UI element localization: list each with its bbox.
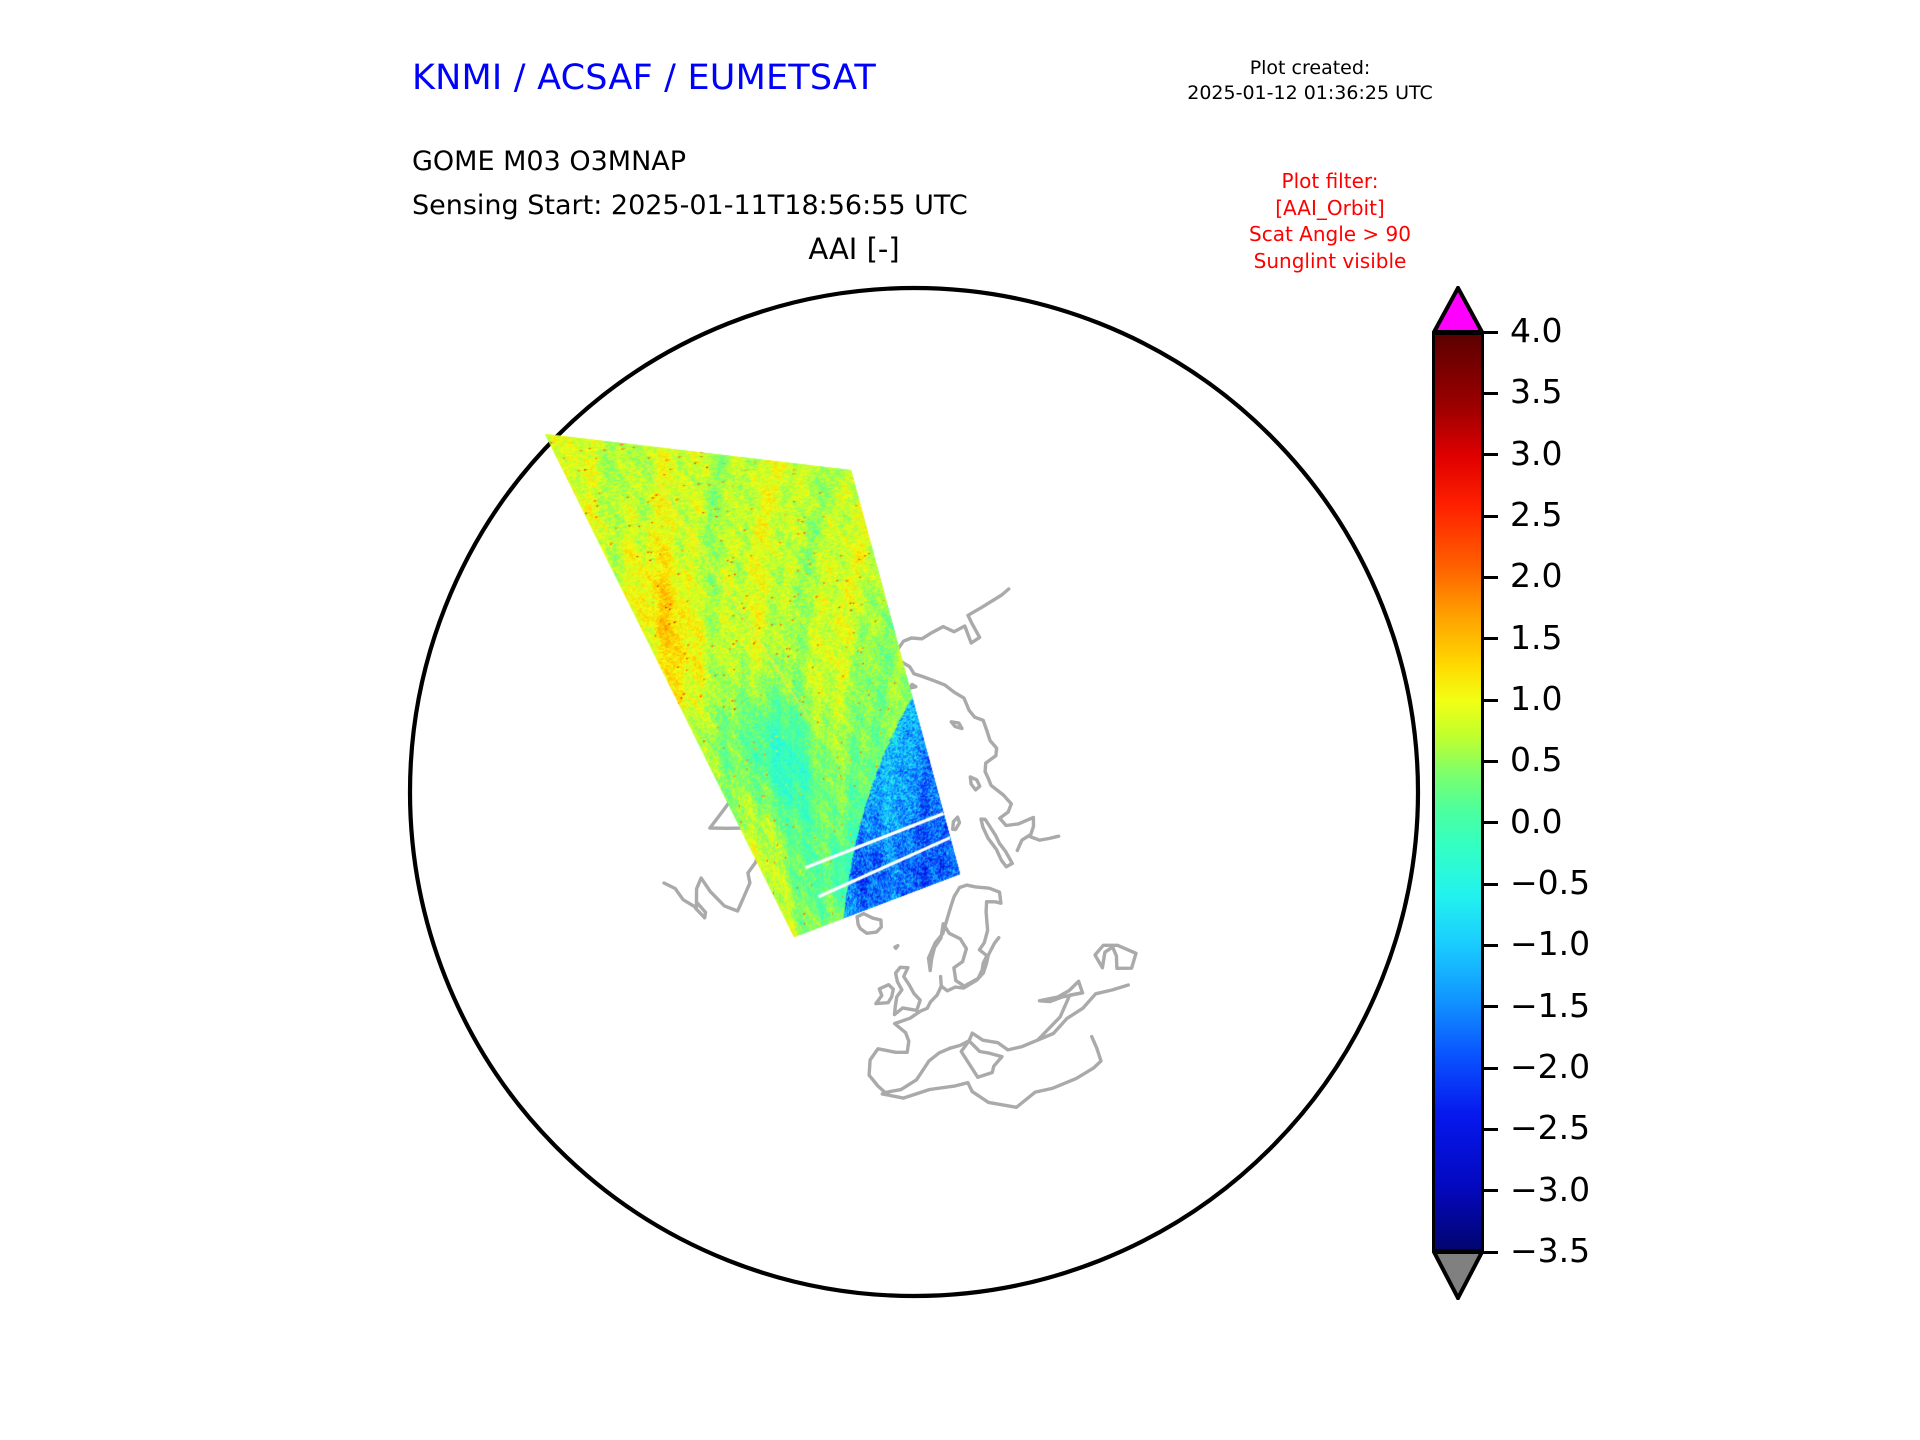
colorbar-tick-label: −2.5 (1510, 1108, 1591, 1148)
colorbar-tick-label: 0.0 (1510, 801, 1563, 841)
polar-map (404, 282, 1424, 1302)
colorbar-tick (1481, 453, 1498, 457)
colorbar-tick-label: −1.5 (1510, 985, 1591, 1025)
dataset-name: GOME M03 O3MNAP (412, 146, 687, 177)
aai-swath-layer (404, 282, 1424, 1302)
plot-created-value: 2025-01-12 01:36:25 UTC (1187, 82, 1433, 104)
colorbar-tick-label: 2.5 (1510, 495, 1563, 534)
colorbar-tick-label: −2.0 (1510, 1047, 1591, 1086)
colorbar-tick-label: 0.5 (1510, 740, 1563, 780)
colorbar-tick (1481, 821, 1498, 825)
colorbar-tick-label: −3.0 (1510, 1169, 1591, 1209)
plot-created-block: Plot created: 2025-01-12 01:36:25 UTC (1160, 56, 1460, 106)
plot-filter-product: [AAI_Orbit] (1275, 195, 1385, 220)
plot-filter-scat-angle: Scat Angle > 90 (1249, 222, 1411, 246)
triangle-down-icon (1432, 1250, 1484, 1300)
page-title: AAI [-] (808, 232, 900, 266)
colorbar-tick-label: 1.5 (1510, 617, 1563, 657)
colorbar-tick-label: −0.5 (1510, 863, 1591, 902)
colorbar-tick (1481, 698, 1498, 702)
colorbar-tick-label: 3.5 (1510, 372, 1563, 412)
dataset-info-block: GOME M03 O3MNAP Sensing Start: 2025-01-1… (412, 140, 968, 228)
colorbar-tick (1481, 1066, 1498, 1070)
colorbar-tick (1481, 943, 1498, 947)
colorbar-tick (1481, 391, 1498, 395)
colorbar: 4.0 3.5 3.0 2.5 2.0 1.5 1.0 0.5 0.0 −0.5 −1.0 −1.5 −… (1418, 282, 1838, 1312)
colorbar-tick (1481, 1189, 1498, 1193)
colorbar-tick (1481, 637, 1498, 641)
colorbar-tick (1481, 759, 1498, 763)
colorbar-tick-label: −1.0 (1510, 924, 1591, 964)
triangle-up-icon (1432, 286, 1484, 334)
colorbar-tick (1481, 575, 1498, 579)
plot-created-label: Plot created: (1249, 57, 1371, 79)
plot-filter-label: Plot filter: (1281, 169, 1379, 193)
plot-filter-block: Plot filter: [AAI_Orbit] Scat Angle > 90… (1180, 168, 1480, 274)
colorbar-tick-label: 3.0 (1510, 433, 1563, 473)
colorbar-tick (1481, 1250, 1498, 1254)
sensing-start: Sensing Start: 2025-01-11T18:56:55 UTC (412, 190, 968, 221)
colorbar-tick-label: 2.0 (1510, 556, 1563, 596)
colorbar-tick (1481, 1005, 1498, 1009)
agency-title: KNMI / ACSAF / EUMETSAT (412, 58, 876, 98)
colorbar-tick (1481, 882, 1498, 886)
colorbar-gradient (1435, 335, 1481, 1249)
colorbar-tick (1481, 514, 1498, 518)
colorbar-tick-label: 4.0 (1510, 311, 1563, 350)
plot-filter-sunglint: Sunglint visible (1253, 248, 1407, 273)
colorbar-tick-label: 1.0 (1510, 679, 1563, 718)
colorbar-gradient-body (1432, 332, 1484, 1252)
colorbar-tick-label: −3.5 (1510, 1231, 1591, 1270)
colorbar-tick (1481, 330, 1498, 334)
colorbar-tick (1481, 1127, 1498, 1131)
